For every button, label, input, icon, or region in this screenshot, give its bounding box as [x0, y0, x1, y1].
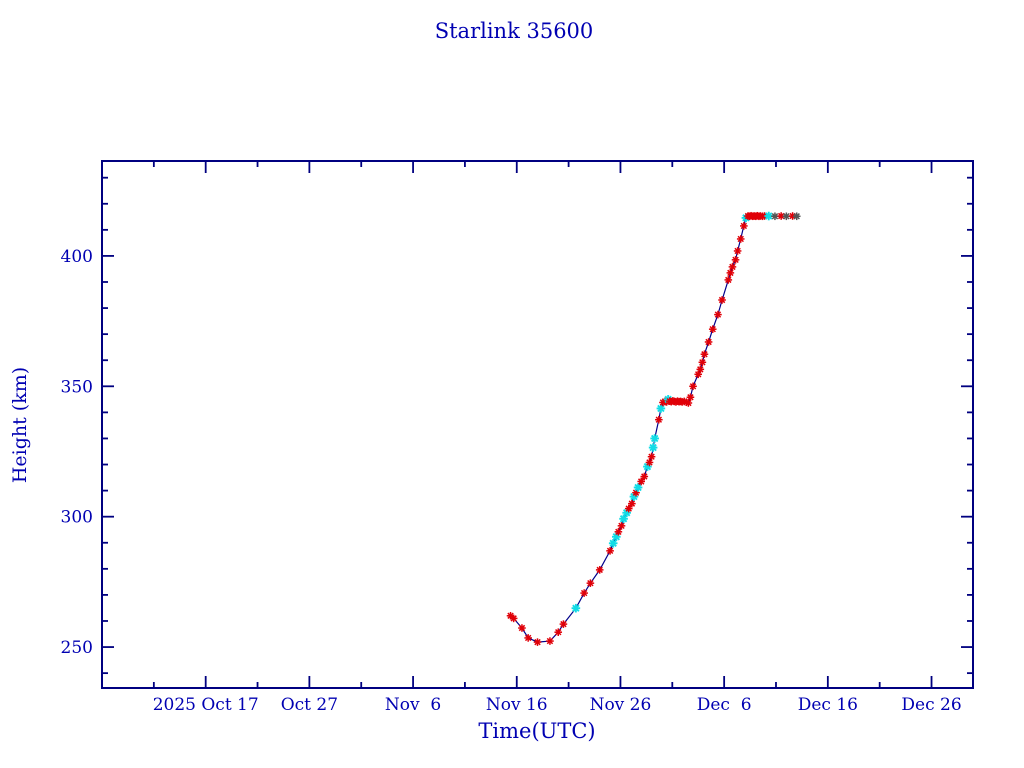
- data-point-marker-cyan: [650, 434, 659, 443]
- data-point-marker-red: [686, 393, 695, 402]
- height-curve-line: [510, 215, 797, 643]
- data-point-marker-red: [696, 365, 705, 374]
- data-point-marker-red: [708, 325, 717, 333]
- data-point-marker-red: [740, 222, 748, 230]
- data-point-marker-red: [714, 310, 722, 319]
- data-point-marker-red: [617, 522, 626, 530]
- data-point-marker-cyan: [619, 514, 628, 524]
- x-axis-tick-label: Dec 26: [901, 695, 961, 715]
- data-point-marker-red: [724, 276, 733, 284]
- data-point-marker-cyan: [633, 483, 643, 492]
- data-point-marker-red: [628, 499, 636, 508]
- data-point-marker-red: [733, 247, 742, 255]
- x-axis-tick-label: Nov 16: [486, 695, 548, 715]
- chart-title: Starlink 35600: [434, 19, 594, 43]
- data-point-marker-red: [586, 579, 595, 587]
- data-point-marker-red: [614, 528, 623, 536]
- data-point-marker-red: [595, 566, 604, 574]
- data-point-marker-red: [736, 235, 745, 243]
- data-point-marker-red: [533, 638, 542, 646]
- data-point-marker-red: [655, 415, 663, 424]
- data-point-marker-red: [624, 504, 633, 513]
- data-point-marker-red: [524, 634, 532, 642]
- x-axis-tick-label: Nov 6: [385, 695, 441, 715]
- x-axis-tick-label: 2025 Oct 17: [153, 695, 259, 715]
- data-point-marker-red: [606, 547, 614, 555]
- x-axis-tick-label: Dec 16: [798, 695, 858, 715]
- plot-frame: [101, 160, 974, 689]
- y-axis-tick-label: 350: [61, 377, 93, 397]
- data-point-marker-red: [704, 338, 713, 346]
- y-axis-tick-label: 300: [61, 508, 93, 528]
- data-point-marker-red: [640, 472, 649, 481]
- data-point-marker-red: [684, 399, 693, 407]
- data-point-marker-red: [518, 624, 526, 632]
- data-point-marker-red: [647, 452, 656, 461]
- data-point-marker-red: [546, 637, 554, 645]
- data-point-marker-red: [726, 269, 735, 277]
- x-axis-label: Time(UTC): [478, 719, 596, 743]
- data-point-marker-red: [509, 614, 518, 623]
- data-point-marker-red: [580, 589, 588, 597]
- data-point-marker-red: [698, 358, 707, 367]
- data-point-marker-red: [559, 620, 568, 628]
- data-point-marker-red: [689, 382, 697, 391]
- y-axis-tick-label: 400: [61, 247, 93, 267]
- x-axis-tick-label: Dec 6: [697, 695, 752, 715]
- data-point-marker-red: [731, 256, 740, 264]
- data-point-marker-cyan: [608, 538, 618, 548]
- data-point-marker-red: [728, 263, 737, 271]
- x-axis-tick-label: Nov 26: [590, 695, 652, 715]
- x-axis-tick-label: Oct 27: [281, 695, 338, 715]
- data-point-marker-red: [645, 458, 654, 467]
- data-point-marker-cyan: [571, 603, 581, 613]
- data-point-marker-red: [718, 296, 726, 304]
- data-point-marker-red: [700, 350, 709, 359]
- data-point-marker-red: [637, 477, 645, 486]
- data-point-marker-dark: [792, 212, 801, 221]
- data-point-marker-red: [554, 628, 563, 636]
- data-point-marker-cyan: [648, 443, 658, 452]
- y-axis-tick-label: 250: [61, 638, 93, 658]
